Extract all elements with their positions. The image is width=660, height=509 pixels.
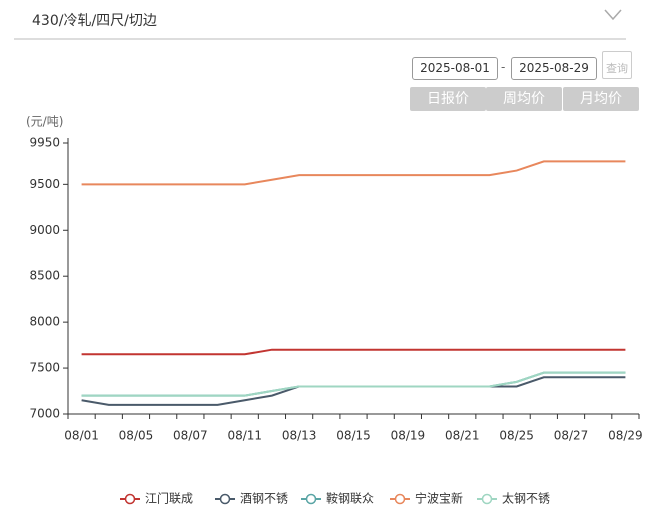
legend-marker (481, 493, 493, 505)
query-button[interactable]: 查询 (602, 51, 632, 79)
x-tick-label: 08/25 (499, 429, 534, 443)
x-tick-label: 08/15 (336, 429, 371, 443)
legend-item[interactable]: 江门联成 (120, 491, 193, 506)
x-tick-label: 08/01 (64, 429, 99, 443)
y-tick-label: 9500 (29, 177, 60, 191)
legend-marker (305, 493, 317, 505)
series-line (81, 371, 626, 397)
start-date[interactable]: 2025-08-01 (412, 57, 498, 80)
x-tick-label: 08/19 (391, 429, 426, 443)
monthly-button[interactable]: 月均价 (563, 87, 639, 111)
x-tick-label: 08/21 (445, 429, 480, 443)
x-tick-label: 08/29 (608, 429, 643, 443)
y-tick-label: 9000 (29, 223, 60, 237)
query-label: 查询 (602, 51, 632, 79)
legend-label: 宁波宝新 (415, 491, 463, 506)
legend-marker (394, 493, 406, 505)
daily-button[interactable]: 日报价 (410, 87, 486, 111)
legend-label: 江门联成 (145, 491, 193, 506)
legend-label: 鞍钢联众 (326, 491, 374, 506)
x-tick-label: 08/11 (227, 429, 262, 443)
series-line (81, 376, 626, 406)
legend-label: 太钢不锈 (502, 491, 550, 506)
y-tick-label: 7500 (29, 361, 60, 375)
date-separator: - (501, 60, 506, 74)
expand-icon[interactable] (604, 8, 622, 22)
y-tick-label: 8000 (29, 315, 60, 329)
legend-item[interactable]: 鞍钢联众 (301, 491, 374, 506)
x-tick-label: 08/13 (282, 429, 317, 443)
y-axis-label: (元/吨) (26, 115, 63, 129)
legend-marker (124, 493, 136, 505)
header-title: 430/冷轧/四尺/切边 (32, 13, 157, 29)
x-tick-label: 08/27 (554, 429, 589, 443)
header: 430/冷轧/四尺/切边 (14, 0, 626, 40)
series-line (81, 348, 626, 356)
legend-item[interactable]: 太钢不锈 (477, 491, 550, 506)
series-line (81, 160, 626, 186)
legend-label: 酒钢不锈 (240, 492, 288, 506)
x-tick-label: 08/07 (173, 429, 208, 443)
y-tick-label: 9950 (29, 136, 60, 150)
legend-item[interactable]: 酒钢不锈 (215, 492, 288, 506)
weekly-button[interactable]: 周均价 (486, 87, 562, 111)
legend-item[interactable]: 宁波宝新 (390, 491, 463, 506)
end-date[interactable]: 2025-08-29 (511, 57, 597, 80)
x-tick-label: 08/05 (119, 429, 154, 443)
legend-marker (219, 493, 231, 505)
y-tick-label: 7000 (29, 407, 60, 421)
series-line (81, 371, 626, 397)
y-tick-label: 8500 (29, 269, 60, 283)
